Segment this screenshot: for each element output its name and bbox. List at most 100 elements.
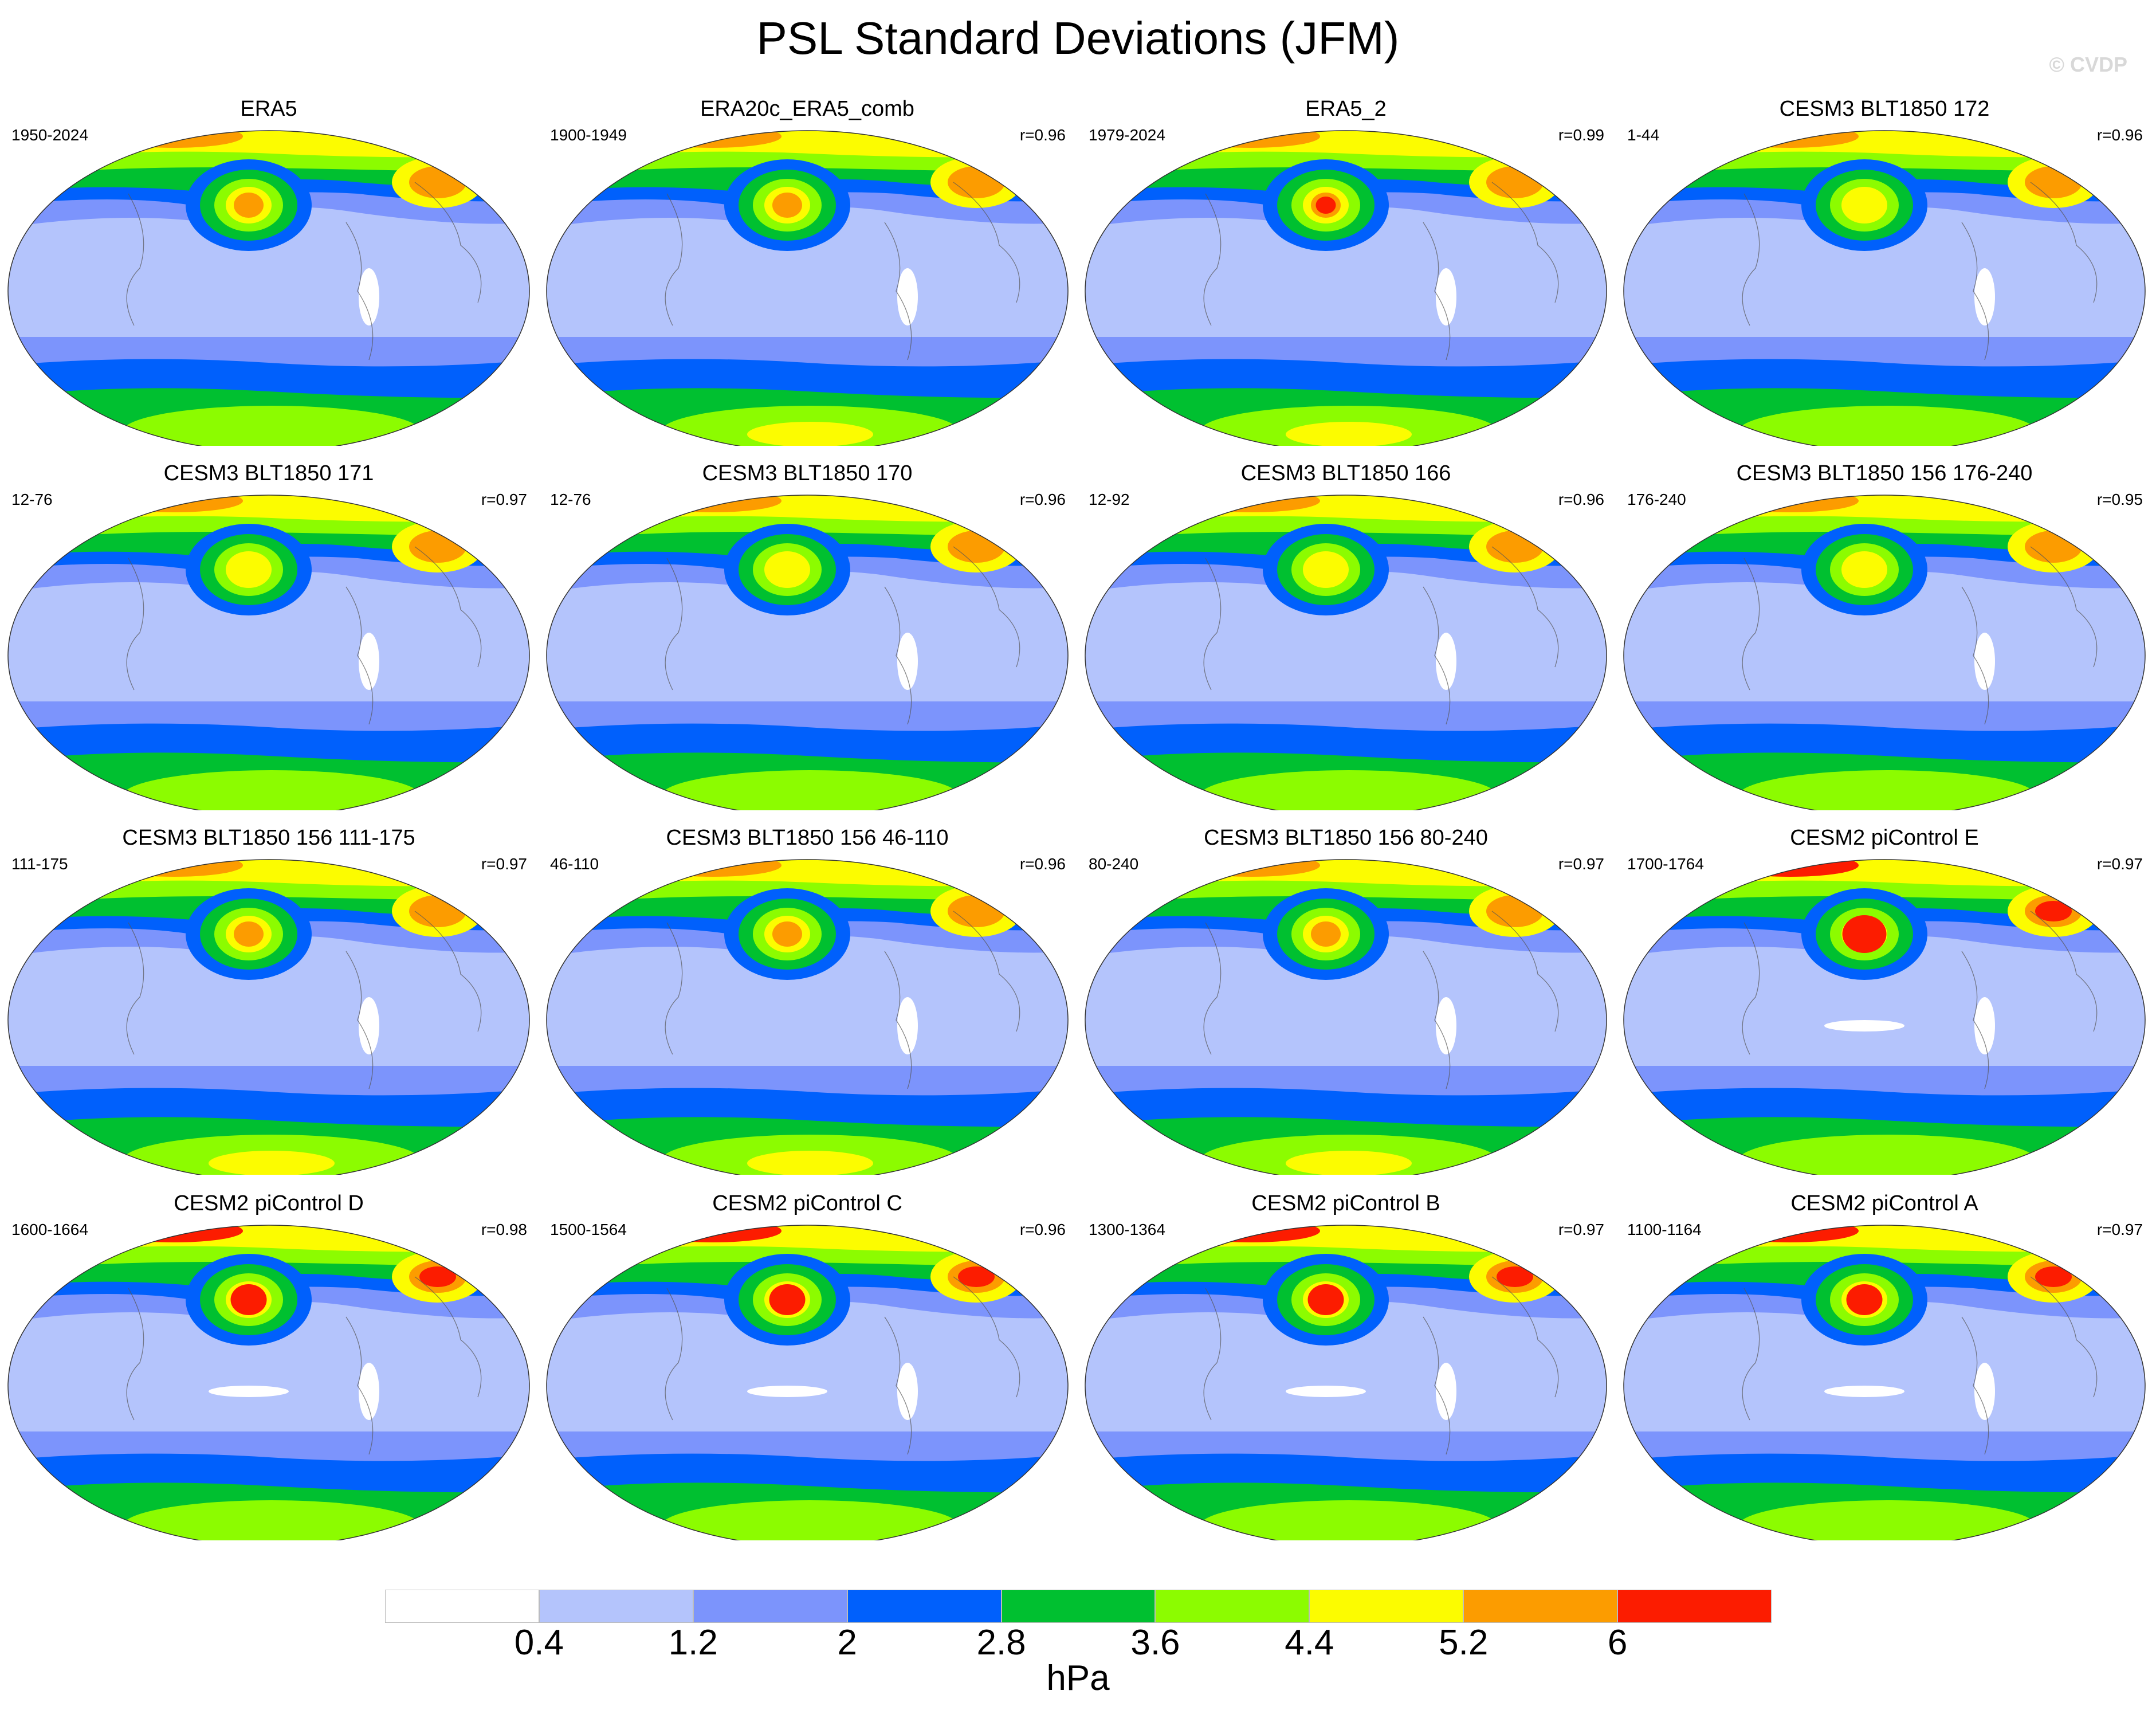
colorbar-tick-label: 3.6	[1130, 1623, 1180, 1662]
colorbar-tick-label: 2.8	[976, 1623, 1026, 1662]
panel-years: 46-110	[550, 855, 599, 873]
robinson-map	[546, 130, 1069, 446]
panel-pattern-correlation: r=0.99	[1558, 126, 1604, 144]
panel-pattern-correlation: r=0.96	[1019, 126, 1066, 144]
panel-title: CESM3 BLT1850 170	[702, 461, 913, 485]
panel-years: 12-92	[1089, 491, 1130, 508]
robinson-map	[1085, 1225, 1607, 1540]
panel-years: 12-76	[550, 491, 591, 508]
map-panel: CESM3 BLT1850 156 176-240 176-240 r=0.95	[1618, 461, 2151, 827]
map-panel: CESM3 BLT1850 166 12-92 r=0.96	[1079, 461, 1612, 827]
colorbar-segment	[1001, 1590, 1156, 1623]
panel-years: 1700-1764	[1627, 855, 1704, 873]
panel-pattern-correlation: r=0.97	[1558, 1221, 1604, 1238]
panel-pattern-correlation: r=0.96	[1019, 855, 1066, 873]
colorbar-tick-label: 1.2	[668, 1623, 718, 1662]
map-panel: CESM2 piControl E 1700-1764 r=0.97	[1618, 825, 2151, 1192]
panel-pattern-correlation: r=0.96	[2096, 126, 2143, 144]
map-panel: CESM2 piControl D 1600-1664 r=0.98	[2, 1191, 535, 1558]
map-panel: CESM3 BLT1850 156 80-240 80-240 r=0.97	[1079, 825, 1612, 1192]
colorbar-tick-label: 4.4	[1285, 1623, 1334, 1662]
panel-title: ERA5	[240, 97, 297, 121]
robinson-map	[7, 859, 530, 1175]
panel-title: CESM2 piControl E	[1790, 826, 1979, 850]
robinson-map	[1085, 859, 1607, 1175]
map-panel: ERA5_2 1979-2024 r=0.99	[1079, 96, 1612, 463]
panel-pattern-correlation: r=0.98	[481, 1221, 527, 1238]
panel-years: 1-44	[1627, 126, 1660, 144]
map-panel: CESM3 BLT1850 170 12-76 r=0.96	[541, 461, 1074, 827]
robinson-map	[7, 130, 530, 446]
panel-title: CESM3 BLT1850 156 46-110	[666, 826, 949, 850]
panel-years: 1100-1164	[1627, 1221, 1702, 1238]
map-panel: CESM3 BLT1850 172 1-44 r=0.96	[1618, 96, 2151, 463]
robinson-map	[1623, 130, 2146, 446]
map-panel: ERA5 1950-2024	[2, 96, 535, 463]
colorbar-segment	[1155, 1590, 1310, 1623]
panel-years: 1950-2024	[11, 126, 88, 144]
cvdp-watermark: © CVDP	[2049, 53, 2127, 76]
panel-title: CESM2 piControl C	[712, 1191, 902, 1215]
panel-title: CESM2 piControl B	[1251, 1191, 1440, 1215]
panel-title: CESM3 BLT1850 156 176-240	[1736, 461, 2033, 485]
panel-pattern-correlation: r=0.96	[1558, 491, 1604, 508]
panel-pattern-correlation: r=0.95	[2096, 491, 2143, 508]
panel-title: CESM2 piControl A	[1790, 1191, 1978, 1215]
robinson-map	[7, 1225, 530, 1540]
panel-pattern-correlation: r=0.97	[2096, 1221, 2143, 1238]
robinson-map	[1623, 859, 2146, 1175]
robinson-map	[1085, 130, 1607, 446]
map-panel: ERA20c_ERA5_comb 1900-1949 r=0.96	[541, 96, 1074, 463]
panel-pattern-correlation: r=0.97	[481, 855, 527, 873]
map-panel: CESM3 BLT1850 171 12-76 r=0.97	[2, 461, 535, 827]
panel-title: CESM3 BLT1850 172	[1779, 97, 1990, 121]
panel-title: CESM3 BLT1850 156 111-175	[122, 826, 415, 850]
colorbar-segment	[385, 1590, 539, 1623]
panel-title: CESM3 BLT1850 156 80-240	[1204, 826, 1488, 850]
robinson-map	[546, 1225, 1069, 1540]
colorbar-tick-label: 2	[837, 1623, 857, 1662]
colorbar-units: hPa	[1046, 1658, 1110, 1698]
panel-years: 1300-1364	[1089, 1221, 1165, 1238]
robinson-map	[546, 859, 1069, 1175]
panel-title: ERA5_2	[1305, 97, 1387, 121]
panel-years: 80-240	[1089, 855, 1139, 873]
colorbar	[385, 1590, 1772, 1624]
colorbar-tick-label: 0.4	[514, 1623, 564, 1662]
colorbar-segment	[1463, 1590, 1618, 1623]
panel-years: 111-175	[11, 855, 68, 873]
panel-pattern-correlation: r=0.96	[1019, 1221, 1066, 1238]
colorbar-segment	[693, 1590, 847, 1623]
panel-pattern-correlation: r=0.97	[1558, 855, 1604, 873]
colorbar-segment	[539, 1590, 693, 1623]
robinson-map	[546, 495, 1069, 810]
colorbar-segment	[847, 1590, 1002, 1623]
panel-years: 1600-1664	[11, 1221, 88, 1238]
panel-pattern-correlation: r=0.97	[481, 491, 527, 508]
robinson-map	[1623, 495, 2146, 810]
panel-title: CESM3 BLT1850 171	[163, 461, 374, 485]
panel-title: CESM2 piControl D	[174, 1191, 364, 1215]
panel-years: 1900-1949	[550, 126, 627, 144]
map-panel: CESM2 piControl C 1500-1564 r=0.96	[541, 1191, 1074, 1558]
robinson-map	[1085, 495, 1607, 810]
map-panel: CESM3 BLT1850 156 111-175 111-175 r=0.97	[2, 825, 535, 1192]
colorbar-segment	[1309, 1590, 1464, 1623]
colorbar-tick-label: 5.2	[1439, 1623, 1489, 1662]
panel-years: 12-76	[11, 491, 53, 508]
panel-pattern-correlation: r=0.97	[2096, 855, 2143, 873]
robinson-map	[1623, 1225, 2146, 1540]
robinson-map	[7, 495, 530, 810]
panel-pattern-correlation: r=0.96	[1019, 491, 1066, 508]
map-panel: CESM2 piControl A 1100-1164 r=0.97	[1618, 1191, 2151, 1558]
colorbar-tick-label: 6	[1607, 1623, 1628, 1662]
panel-years: 1500-1564	[550, 1221, 627, 1238]
map-panel: CESM3 BLT1850 156 46-110 46-110 r=0.96	[541, 825, 1074, 1192]
colorbar-segment	[1617, 1590, 1772, 1623]
panel-title: ERA20c_ERA5_comb	[700, 97, 914, 121]
panel-years: 176-240	[1627, 491, 1686, 508]
panel-title: CESM3 BLT1850 166	[1240, 461, 1451, 485]
panel-years: 1979-2024	[1089, 126, 1165, 144]
figure-title: PSL Standard Deviations (JFM)	[756, 13, 1400, 64]
map-panel: CESM2 piControl B 1300-1364 r=0.97	[1079, 1191, 1612, 1558]
